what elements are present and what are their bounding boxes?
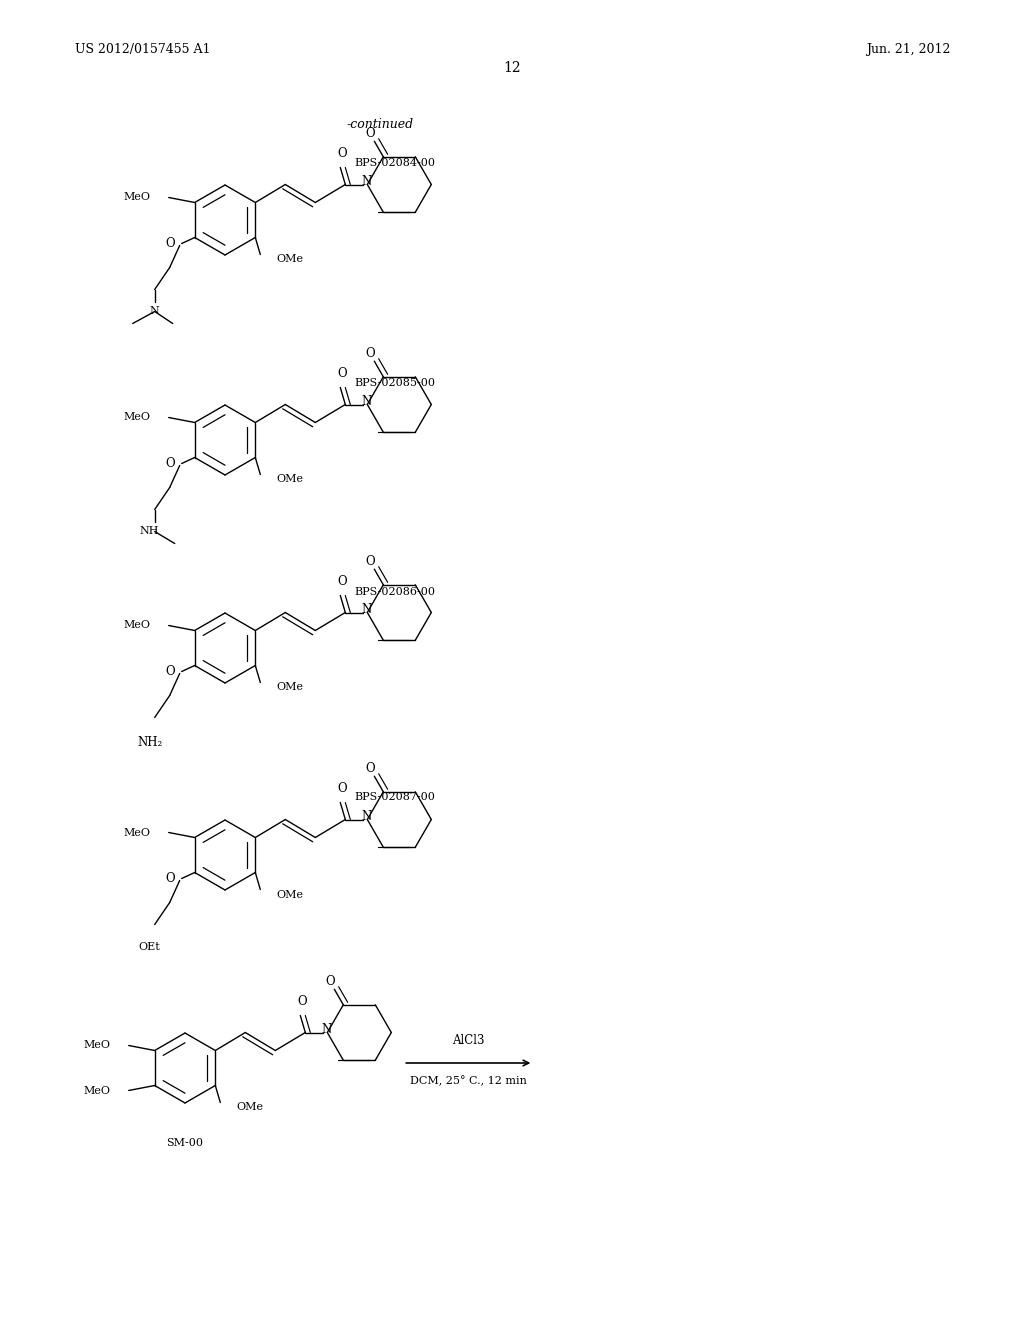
Text: BPS-02084-00: BPS-02084-00 [354,158,435,168]
Text: N: N [361,603,372,616]
Text: NH₂: NH₂ [137,735,163,748]
Text: O: O [338,147,347,160]
Text: O: O [165,665,175,678]
Text: BPS-02087-00: BPS-02087-00 [354,792,435,803]
Text: MeO: MeO [124,828,151,837]
Text: O: O [165,873,175,884]
Text: OMe: OMe [276,255,303,264]
Text: Jun. 21, 2012: Jun. 21, 2012 [865,44,950,57]
Text: US 2012/0157455 A1: US 2012/0157455 A1 [75,44,211,57]
Text: N: N [361,810,372,822]
Text: SM-00: SM-00 [167,1138,204,1148]
Text: O: O [338,576,347,587]
Text: O: O [325,975,335,987]
Text: BPS-02086-00: BPS-02086-00 [354,587,435,597]
Text: N: N [322,1023,332,1036]
Text: OEt: OEt [139,942,161,953]
Text: BPS-02085-00: BPS-02085-00 [354,378,435,388]
Text: O: O [165,238,175,249]
Text: O: O [365,347,375,360]
Text: O: O [165,457,175,470]
Text: OMe: OMe [276,682,303,693]
Text: 12: 12 [503,61,521,75]
Text: MeO: MeO [124,193,151,202]
Text: MeO: MeO [124,620,151,631]
Text: O: O [338,781,347,795]
Text: MeO: MeO [124,412,151,422]
Text: N: N [361,176,372,187]
Text: O: O [365,127,375,140]
Text: OMe: OMe [276,474,303,484]
Text: -continued: -continued [346,119,414,132]
Text: O: O [338,367,347,380]
Text: NH: NH [140,527,160,536]
Text: OMe: OMe [276,890,303,899]
Text: DCM, 25° C., 12 min: DCM, 25° C., 12 min [410,1076,526,1086]
Text: N: N [150,306,160,317]
Text: O: O [365,554,375,568]
Text: AlCl3: AlCl3 [452,1035,484,1048]
Text: O: O [365,762,375,775]
Text: MeO: MeO [84,1040,111,1051]
Text: O: O [298,995,307,1008]
Text: N: N [361,395,372,408]
Text: MeO: MeO [84,1085,111,1096]
Text: OMe: OMe [237,1102,263,1113]
